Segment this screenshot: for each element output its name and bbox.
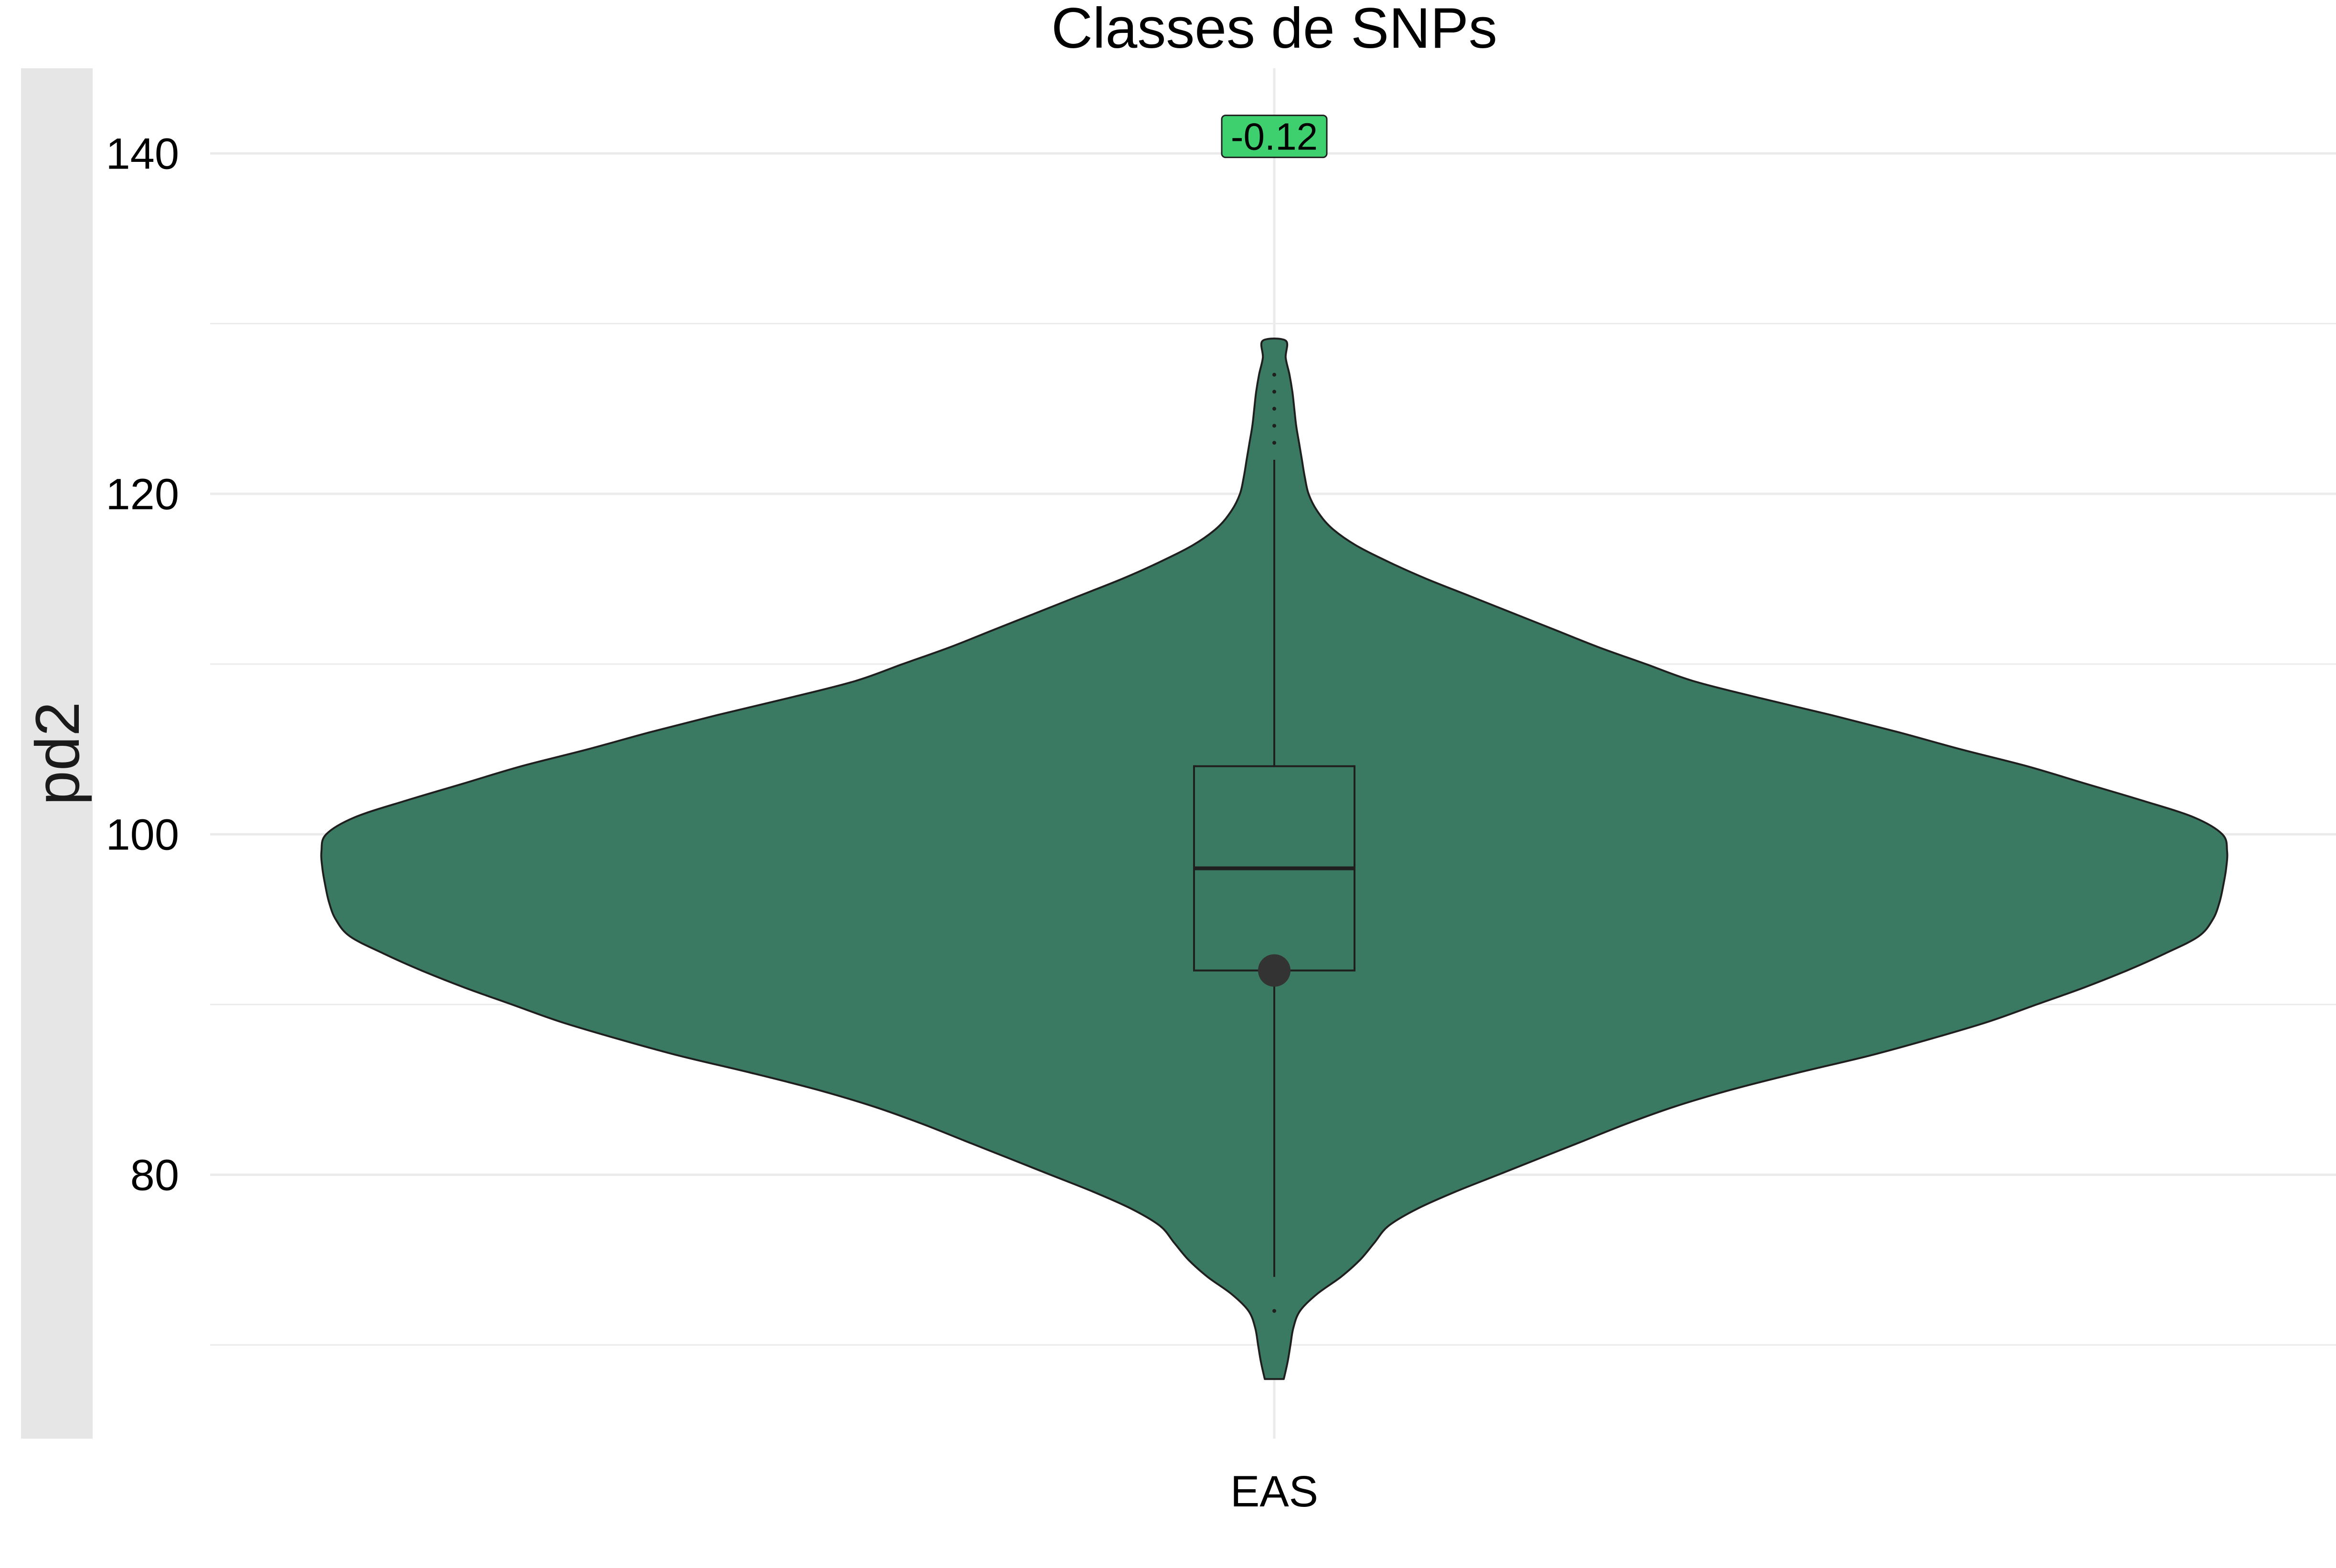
y-tick-label: 140 xyxy=(106,129,180,178)
violin-layer xyxy=(320,337,2229,1380)
outlier-point xyxy=(1272,390,1276,394)
outlier-point xyxy=(1272,407,1276,411)
chart-title: Classes de SNPs xyxy=(1051,0,1497,60)
y-tick-label: 80 xyxy=(130,1151,179,1199)
outlier-point xyxy=(1272,1309,1276,1313)
y-axis-strip xyxy=(21,68,93,1439)
annotation-box xyxy=(1221,115,1328,159)
annotation-text: -0.12 xyxy=(1231,116,1318,158)
x-category-label: EAS xyxy=(1230,1467,1318,1516)
outlier-point xyxy=(1272,424,1276,428)
outlier-point xyxy=(1272,441,1276,445)
y-tick-label: 100 xyxy=(106,810,180,859)
y-tick-labels: 80 100 120 140 xyxy=(106,129,180,1199)
boxplot-layer xyxy=(1193,372,1355,1313)
mean-point xyxy=(1258,954,1291,987)
violin-shape xyxy=(320,337,2229,1380)
annotation-label: -0.12 xyxy=(1221,115,1328,159)
y-tick-label: 120 xyxy=(106,470,180,519)
y-axis-label: pd2 xyxy=(22,702,92,805)
outlier-point xyxy=(1272,372,1276,377)
